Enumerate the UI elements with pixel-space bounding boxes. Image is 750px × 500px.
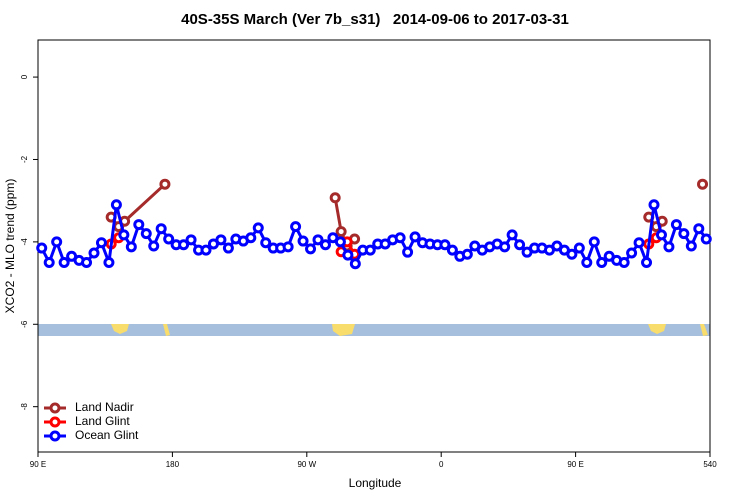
data-point bbox=[648, 199, 660, 211]
data-point bbox=[693, 223, 705, 235]
data-point bbox=[394, 232, 406, 244]
x-tick-label: 90 E bbox=[30, 460, 46, 469]
data-point bbox=[446, 244, 458, 256]
land bbox=[163, 324, 170, 336]
data-point bbox=[148, 240, 160, 252]
data-point bbox=[81, 256, 93, 268]
data-point bbox=[43, 256, 55, 268]
data-point bbox=[618, 256, 630, 268]
data-point bbox=[58, 256, 70, 268]
data-point bbox=[581, 256, 593, 268]
x-tick-label: 90 W bbox=[297, 460, 316, 469]
y-tick-label: -4 bbox=[20, 238, 29, 246]
data-point bbox=[670, 219, 682, 231]
legend-marker bbox=[49, 430, 61, 442]
data-point bbox=[342, 249, 354, 261]
data-point bbox=[596, 256, 608, 268]
x-axis-label: Longitude bbox=[349, 476, 402, 490]
data-point bbox=[140, 228, 152, 240]
data-point bbox=[155, 223, 167, 235]
data-point bbox=[178, 239, 190, 251]
data-point bbox=[51, 236, 63, 248]
data-point bbox=[588, 236, 600, 248]
land bbox=[332, 324, 355, 336]
x-tick-label: 180 bbox=[166, 460, 180, 469]
chart-title: 40S-35S March (Ver 7b_s31) 2014-09-06 to… bbox=[181, 11, 569, 28]
x-tick-label: 540 bbox=[703, 460, 717, 469]
data-point bbox=[439, 239, 451, 251]
data-point bbox=[514, 239, 526, 251]
data-point bbox=[159, 178, 171, 190]
data-point bbox=[461, 248, 473, 260]
data-point bbox=[402, 246, 414, 258]
data-point bbox=[566, 248, 578, 260]
data-point bbox=[290, 221, 302, 233]
data-point bbox=[349, 258, 361, 270]
data-point bbox=[678, 228, 690, 240]
data-point bbox=[133, 219, 145, 231]
legend-label: Land Glint bbox=[75, 414, 130, 428]
data-point bbox=[36, 242, 48, 254]
data-point bbox=[626, 247, 638, 259]
data-point bbox=[185, 234, 197, 246]
data-point bbox=[409, 231, 421, 243]
land-strip bbox=[38, 324, 710, 336]
data-point bbox=[335, 226, 347, 238]
data-point bbox=[655, 229, 667, 241]
y-tick-label: -6 bbox=[20, 320, 29, 328]
data-point bbox=[222, 242, 234, 254]
land bbox=[648, 324, 666, 334]
data-point bbox=[329, 192, 341, 204]
data-point bbox=[118, 229, 130, 241]
ocean-band bbox=[38, 324, 710, 336]
data-point bbox=[103, 256, 115, 268]
data-point bbox=[573, 242, 585, 254]
data-point bbox=[506, 229, 518, 241]
data-point bbox=[163, 233, 175, 245]
land bbox=[111, 324, 129, 334]
data-point bbox=[215, 234, 227, 246]
y-axis-label: XCO2 - MLO trend (ppm) bbox=[3, 179, 17, 314]
data-point bbox=[364, 244, 376, 256]
y-tick-label: -8 bbox=[20, 403, 29, 411]
legend-marker bbox=[49, 402, 61, 414]
data-point bbox=[633, 237, 645, 249]
data-point bbox=[334, 236, 346, 248]
data-point bbox=[319, 239, 331, 251]
y-tick-label: 0 bbox=[20, 74, 29, 79]
data-point bbox=[88, 247, 100, 259]
data-point bbox=[125, 241, 137, 253]
data-point bbox=[663, 241, 675, 253]
data-point bbox=[260, 237, 272, 249]
data-point bbox=[700, 233, 712, 245]
data-point bbox=[641, 256, 653, 268]
x-tick-label: 90 E bbox=[567, 460, 583, 469]
legend-label: Ocean Glint bbox=[75, 428, 139, 442]
land bbox=[700, 324, 708, 336]
data-point bbox=[110, 199, 122, 211]
data-point bbox=[312, 234, 324, 246]
data-point bbox=[305, 243, 317, 255]
data-point bbox=[252, 222, 264, 234]
y-tick-label: -2 bbox=[20, 155, 29, 163]
legend-label: Land Nadir bbox=[75, 400, 134, 414]
data-point bbox=[499, 241, 511, 253]
data-point bbox=[200, 244, 212, 256]
legend-marker bbox=[49, 416, 61, 428]
x-tick-label: 0 bbox=[439, 460, 444, 469]
data-point bbox=[95, 237, 107, 249]
data-point bbox=[282, 241, 294, 253]
data-point bbox=[245, 232, 257, 244]
data-point bbox=[297, 235, 309, 247]
data-point bbox=[697, 178, 709, 190]
data-point bbox=[685, 240, 697, 252]
